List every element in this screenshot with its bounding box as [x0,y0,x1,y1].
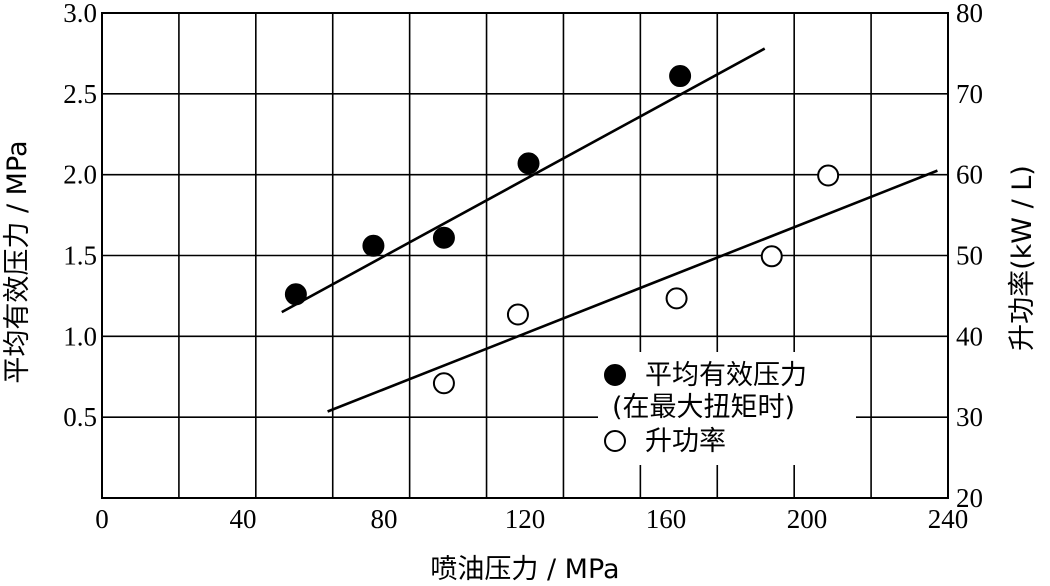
x-axis-ticks: 0 40 80 120 160 200 240 [95,504,968,534]
data-point-specific-power [506,303,529,326]
data-point-bmep [284,283,307,306]
x-tick-label: 160 [646,504,687,534]
grid [102,13,948,498]
data-point-bmep [517,152,540,175]
data-points [284,65,840,395]
legend-marker-filled [604,364,626,386]
x-tick-label: 240 [928,504,969,534]
x-axis-label: 喷油压力 / MPa [430,554,619,585]
legend: 平均有效压力 (在最大扭矩时) 升功率 [598,352,856,465]
data-point-specific-power [817,164,840,187]
data-point-bmep [432,226,455,249]
trend-line-specific-power [327,169,938,413]
y-right-tick-label: 50 [956,241,983,271]
y-left-tick-label: 2.0 [63,160,97,190]
data-point-specific-power [760,245,783,268]
legend-marker-open [604,430,626,452]
y-left-axis-label: 平均有效压力 / MPa [2,140,33,383]
y-right-tick-label: 30 [956,402,983,432]
y-right-tick-label: 60 [956,160,983,190]
trend-lines [281,47,938,413]
legend-background [598,352,856,465]
data-point-bmep [669,65,692,88]
y-right-axis-ticks: 20 30 40 50 60 70 80 [956,0,983,513]
trend-line-bmep [281,47,766,314]
y-left-tick-label: 2.5 [63,79,97,109]
y-left-tick-label: 1.5 [63,241,97,271]
x-tick-label: 80 [371,504,398,534]
x-tick-label: 40 [230,504,257,534]
y-right-axis-label: 升功率(kW / L) [1007,165,1038,351]
y-left-axis-ticks: 0.5 1.0 1.5 2.0 2.5 3.0 [63,0,97,432]
legend-label-specific-power: 升功率 [645,426,726,457]
plot-frame [101,12,949,499]
data-point-specific-power [665,287,688,310]
x-tick-label: 0 [95,504,109,534]
legend-label-bmep-note: (在最大扭矩时) [612,392,795,423]
y-right-tick-label: 40 [956,321,983,351]
data-point-specific-power [432,372,455,395]
x-tick-label: 120 [505,504,546,534]
legend-label-bmep: 平均有效压力 [645,360,807,391]
y-left-tick-label: 3.0 [63,0,97,28]
data-point-bmep [362,234,385,257]
y-right-tick-label: 20 [956,483,983,513]
y-right-tick-label: 70 [956,79,983,109]
y-left-tick-label: 0.5 [63,402,97,432]
y-left-tick-label: 1.0 [63,321,97,351]
y-right-tick-label: 80 [956,0,983,28]
x-tick-label: 200 [787,504,828,534]
